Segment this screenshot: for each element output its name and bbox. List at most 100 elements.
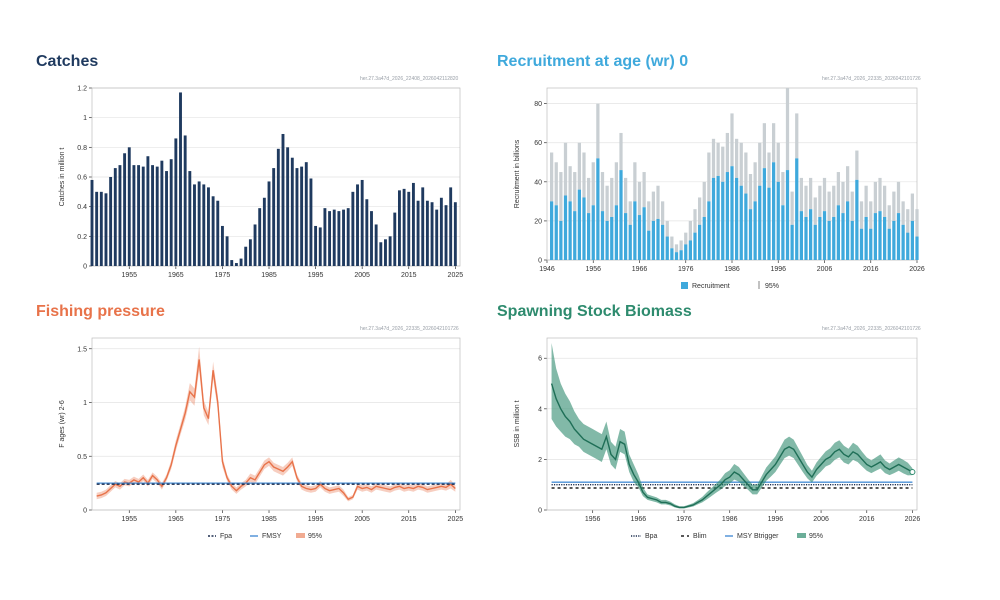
- recruitment-stamp: her.27.3a47d_2026_22335_2026042101726: [822, 76, 921, 82]
- catch-bar: [160, 160, 164, 266]
- catch-bar: [449, 187, 453, 266]
- catch-bar: [295, 168, 299, 266]
- fishing-line: [96, 359, 456, 501]
- recruitment-title: Recruitment at age (wr) 0: [497, 53, 689, 70]
- catch-bar: [407, 191, 411, 266]
- catches-title: Catches: [36, 53, 99, 70]
- recruitment-ci: [832, 185, 836, 217]
- recruitment-ci: [758, 142, 762, 186]
- catch-bar: [137, 165, 141, 266]
- recruitment-bar: [563, 195, 568, 260]
- catch-bar: [239, 258, 243, 266]
- catch-bar: [207, 187, 210, 266]
- ssb-ci-band: [551, 343, 913, 509]
- catch-bar: [90, 179, 94, 266]
- catch-bar: [202, 184, 206, 266]
- recruitment-bar: [878, 211, 882, 260]
- recruitment-bar: [758, 185, 762, 260]
- recruitment-ci: [795, 113, 799, 159]
- x-tick-label: 1985: [261, 272, 277, 279]
- recruitment-ci: [887, 205, 891, 229]
- x-tick-label: 1975: [215, 516, 231, 523]
- recruitment-bar: [656, 218, 660, 260]
- legend-label-fpa: Fpa: [220, 533, 232, 540]
- y-axis-label: F ages (wr) 2-6: [59, 400, 66, 448]
- catch-bar: [393, 212, 397, 266]
- recruitment-ci: [693, 209, 697, 233]
- x-tick-label: 1985: [261, 516, 277, 523]
- x-tick-label: 1956: [585, 266, 601, 273]
- recruitment-ci: [785, 88, 790, 171]
- catch-bar: [328, 211, 332, 266]
- recruitment-bar: [873, 213, 877, 260]
- recruitment-ci: [730, 113, 734, 167]
- legend-swatch-ci: [797, 533, 806, 538]
- recruitment-ci: [892, 191, 896, 221]
- catch-bar: [318, 227, 322, 266]
- catch-bar: [314, 225, 318, 266]
- recruitment-bar: [855, 179, 859, 260]
- recruitment-ci: [781, 172, 785, 206]
- recruitment-ci: [554, 162, 558, 206]
- recruitment-ci: [707, 152, 711, 202]
- recruitment-ci: [855, 150, 859, 180]
- ssb-line: [550, 383, 913, 509]
- catch-bar: [444, 205, 448, 266]
- recruitment-bar: [739, 185, 743, 260]
- recruitment-ci: [744, 152, 748, 194]
- x-tick-label: 2026: [909, 266, 925, 273]
- catch-bar: [439, 197, 443, 266]
- recruitment-bar: [813, 224, 817, 260]
- recruitment-ci: [614, 162, 618, 206]
- recruitment-bar: [785, 170, 790, 260]
- recruitment-bar: [748, 209, 753, 260]
- recruitment-ci: [822, 177, 827, 212]
- recruitment-ci: [883, 185, 887, 217]
- recruitment-bar: [822, 211, 827, 260]
- catch-bar: [309, 178, 313, 266]
- recruitment-ci: [776, 142, 780, 182]
- recruitment-ci: [799, 177, 803, 212]
- catch-bar: [453, 202, 457, 266]
- recruitment-bar: [647, 230, 651, 260]
- recruitment-bar: [600, 211, 605, 260]
- y-tick-label: 0: [538, 508, 542, 515]
- catch-bar: [356, 184, 359, 266]
- recruitment-bar: [896, 213, 901, 260]
- ssb-chart: 0 2 4 6 1956 1966 1976 1986 1996 2006 2016 2026 SSB …: [514, 337, 920, 540]
- recruitment-bar: [591, 205, 595, 260]
- catch-bar: [165, 171, 168, 266]
- y-tick-label: 0.4: [77, 204, 87, 211]
- catches-stamp: her.27.3a47d_2026_22408_2026042112820: [360, 76, 459, 82]
- fishing-stamp: her.27.3a47d_2026_22335_2026042101726: [360, 326, 459, 332]
- recruitment-ci: [772, 123, 776, 163]
- fishing-ci-band: [96, 346, 456, 502]
- catch-bar: [132, 165, 136, 266]
- recruitment-ci: [739, 142, 743, 186]
- recruitment-ci: [661, 201, 665, 225]
- catch-bar: [179, 92, 182, 266]
- x-tick-label: 2016: [863, 266, 879, 273]
- x-tick-label: 1986: [722, 516, 738, 523]
- catch-bar: [230, 260, 234, 266]
- recruitment-bar: [832, 217, 836, 260]
- catch-bar: [300, 166, 304, 266]
- recruitment-ci: [841, 181, 845, 214]
- recruitment-ci: [591, 162, 595, 206]
- recruitment-bar: [587, 213, 591, 260]
- recruitment-ci: [637, 181, 642, 216]
- recruitment-ci: [753, 162, 757, 202]
- ssb-stamp: her.27.3a47d_2026_22335_2026042101726: [822, 326, 921, 332]
- catch-bar: [211, 196, 215, 266]
- x-tick-label: 2006: [817, 266, 833, 273]
- catch-bar: [262, 197, 266, 266]
- recruitment-bar: [781, 205, 785, 260]
- recruitment-bar: [841, 213, 845, 260]
- recruitment-ci: [896, 181, 901, 214]
- recruitment-ci: [642, 172, 646, 208]
- catch-bar: [216, 200, 220, 266]
- recruitment-bar: [795, 158, 799, 260]
- recruitment-ci: [702, 181, 706, 217]
- recruitment-bar: [628, 224, 632, 260]
- y-tick-label: 6: [538, 356, 542, 363]
